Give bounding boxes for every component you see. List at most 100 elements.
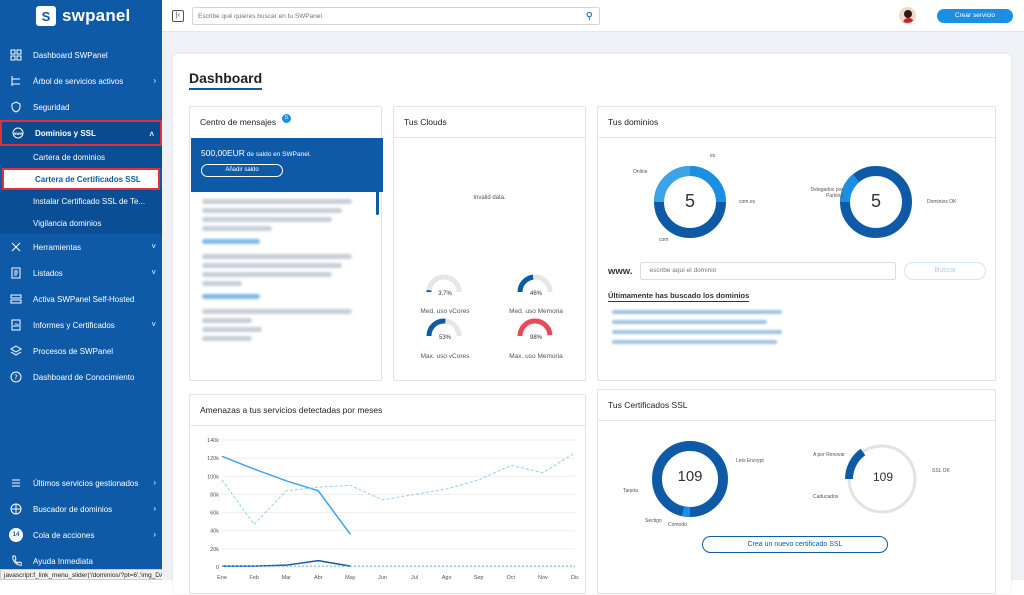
sidebar-item-domain-search[interactable]: Buscador de dominios › [0, 496, 162, 522]
domain-search-button[interactable]: Buscar [904, 262, 986, 280]
x-tick-label: Abr [314, 575, 323, 581]
chevron-right-icon: › [153, 478, 156, 487]
blurred-message-link[interactable] [202, 294, 260, 299]
donut-segment [683, 511, 690, 512]
server-icon [9, 292, 23, 306]
y-tick-label: 100k [207, 474, 219, 480]
main-area: Dashboard Centro de mensajes 5 500,00EUR… [162, 32, 1024, 580]
sidebar-item-domains-ssl[interactable]: www Dominios y SSL ˄ [0, 120, 162, 146]
recent-searches-list [612, 310, 792, 350]
create-service-button[interactable]: Crear servicio [937, 9, 1013, 23]
blurred-message [202, 226, 272, 231]
shield-icon [9, 100, 23, 114]
blurred-message [202, 281, 242, 286]
series-line [222, 561, 350, 566]
donut-label: Sectigo [645, 518, 662, 524]
x-tick-label: Jun [378, 575, 387, 581]
gauge-label: Med. uso Memoria [501, 308, 571, 315]
gauge-value: 53% [425, 335, 465, 341]
balance-banner: 500,00EUR de saldo en SWPanel. Añadir sa… [191, 138, 383, 192]
tree-icon [9, 74, 23, 88]
sidebar-item-label: Buscador de dominios [33, 505, 112, 514]
donut-label: A por Renovar [813, 452, 845, 458]
chevron-right-icon: › [153, 530, 156, 539]
recent-search-item[interactable] [612, 340, 777, 344]
sidebar-item-label: Ayuda Inmediata [33, 557, 93, 566]
sidebar-subitem-ssl-portfolio[interactable]: Cartera de Certificados SSL [2, 168, 160, 190]
ssl-count-a: 109 [673, 468, 707, 485]
chevron-down-icon: ˅ [151, 242, 156, 251]
sidebar-item-processes[interactable]: Procesos de SWPanel [0, 338, 162, 364]
messages-scrollbar[interactable] [376, 141, 379, 215]
chevron-right-icon: › [153, 76, 156, 85]
y-tick-label: 20k [210, 547, 219, 553]
search-input[interactable] [198, 13, 583, 20]
x-tick-label: Ago [442, 575, 452, 581]
sidebar-item-lists[interactable]: Listados ˅ [0, 260, 162, 286]
create-ssl-button[interactable]: Crea un nuevo certificado SSL [702, 536, 888, 553]
search-icon[interactable]: ⚲ [586, 11, 593, 22]
messages-title: Centro de mensajes [200, 117, 276, 127]
tools-icon [9, 240, 23, 254]
logo[interactable]: S swpanel [0, 0, 162, 32]
gauge-track [429, 277, 459, 292]
x-tick-label: May [345, 575, 356, 581]
divider [190, 425, 585, 426]
domains-card: Tus dominios 5 5 Online es com.es com De… [597, 106, 996, 381]
chevron-down-icon: ˅ [151, 320, 156, 329]
recent-search-item[interactable] [612, 330, 782, 334]
donut-label: Caducados [813, 494, 838, 500]
y-tick-label: 120k [207, 456, 219, 462]
sidebar-subitem-install-ssl[interactable]: Instalar Certificado SSL de Te... [0, 190, 162, 212]
x-tick-label: Oct [507, 575, 516, 581]
gauge-fill [520, 321, 550, 336]
sidebar-item-self-hosted[interactable]: Activa SWPanel Self-Hosted [0, 286, 162, 312]
y-tick-label: 140k [207, 438, 219, 444]
blurred-message-link[interactable] [202, 239, 260, 244]
x-tick-label: Nov [538, 575, 548, 581]
donut-label: com.es [739, 199, 755, 205]
phone-icon [9, 554, 23, 568]
divider [394, 137, 585, 138]
search-box[interactable]: ⚲ [192, 7, 600, 25]
www-icon: www [11, 126, 25, 140]
blurred-message [202, 336, 252, 341]
messages-badge: 5 [282, 114, 291, 123]
donut-label: Dominios OK [927, 199, 956, 205]
sidebar-item-label: Informes y Certificados [33, 321, 115, 330]
x-tick-label: Jul [411, 575, 418, 581]
avatar[interactable] [899, 7, 916, 24]
sidebar: S swpanel Dashboard SWPanel Árbol de ser… [0, 0, 162, 580]
recent-search-item[interactable] [612, 310, 782, 314]
recent-search-item[interactable] [612, 320, 767, 324]
donut-label: SSL OK [932, 468, 950, 474]
grid-icon [9, 48, 23, 62]
domains-count-a: 5 [678, 191, 702, 212]
question-icon: ? [9, 370, 23, 384]
clouds-title: Tus Clouds [404, 117, 447, 127]
sidebar-item-recent-services[interactable]: Últimos servicios gestionados › [0, 470, 162, 496]
sidebar-item-dashboard[interactable]: Dashboard SWPanel [0, 42, 162, 68]
sidebar-item-label: Herramientas [33, 243, 81, 252]
sidebar-item-knowledge[interactable]: ? Dashboard de Conocimiento [0, 364, 162, 390]
sidebar-item-queue[interactable]: 14 Cola de acciones › [0, 522, 162, 548]
gauge-label: Max. uso vCores [410, 353, 480, 360]
domain-search-row: www. escribe aquí el dominio Buscar [608, 262, 986, 280]
sidebar-item-tools[interactable]: Herramientas ˅ [0, 234, 162, 260]
sidebar-subitem-domain-watch[interactable]: Vigilancia dominios [0, 212, 162, 234]
messages-card: Centro de mensajes 5 500,00EUR de saldo … [189, 106, 382, 381]
blurred-message [202, 318, 252, 323]
threats-title: Amenazas a tus servicios detectadas por … [200, 405, 382, 415]
sidebar-item-security[interactable]: Seguridad [0, 94, 162, 120]
gauge-value: 3,7% [425, 291, 465, 297]
sidebar-item-reports[interactable]: Informes y Certificados ˅ [0, 312, 162, 338]
add-balance-button[interactable]: Añadir saldo [201, 164, 283, 177]
sidebar-subitem-domain-portfolio[interactable]: Cartera de dominios [0, 146, 162, 168]
domain-input[interactable]: escribe aquí el dominio [640, 262, 896, 280]
collapse-sidebar-icon[interactable]: |‹ [172, 10, 184, 22]
logo-mark: S [36, 6, 56, 26]
x-tick-label: Feb [249, 575, 258, 581]
x-tick-label: Sep [474, 575, 484, 581]
sidebar-item-tree[interactable]: Árbol de servicios activos › [0, 68, 162, 94]
